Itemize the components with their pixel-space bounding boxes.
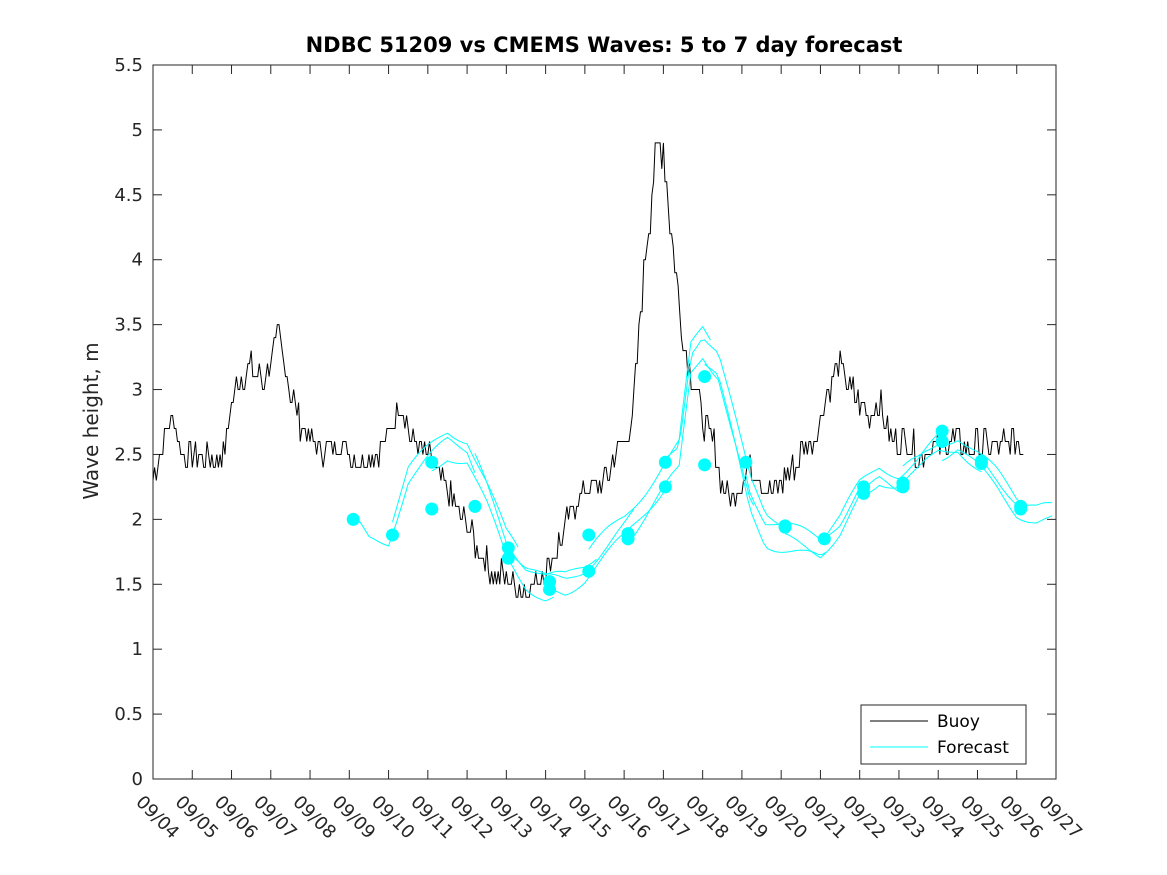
y-tick-label: 0: [132, 769, 143, 790]
forecast-marker: [425, 455, 439, 469]
forecast-marker: [425, 502, 439, 516]
forecast-marker: [698, 370, 712, 384]
forecast-line: [704, 363, 827, 556]
legend-box: [860, 704, 1027, 765]
forecast-line: [588, 325, 711, 550]
forecast-line: [507, 508, 635, 579]
y-tick-label: 5.5: [114, 55, 143, 76]
legend: Buoy Forecast: [860, 704, 1027, 765]
y-tick-label: 2.5: [114, 444, 143, 465]
forecast-marker: [658, 480, 672, 494]
series-group: [152, 142, 1053, 602]
forecast-marker: [346, 512, 360, 526]
forecast-marker: [935, 434, 949, 448]
y-tick-label: 1: [132, 639, 143, 660]
y-tick-label: 5: [132, 120, 143, 141]
forecast-line: [392, 432, 519, 548]
y-tick-label: 2: [132, 509, 143, 530]
forecast-marker: [778, 519, 792, 533]
forecast-marker: [501, 551, 515, 565]
forecast-marker: [974, 454, 988, 468]
forecast-line: [665, 339, 788, 529]
y-tick-label: 1.5: [114, 574, 143, 595]
legend-buoy-label: Buoy: [937, 712, 980, 732]
y-axis-label: Wave height, m: [79, 342, 103, 499]
forecast-line: [863, 449, 982, 497]
buoy-line: [152, 142, 1024, 598]
y-tick-label: 4.5: [114, 185, 143, 206]
forecast-marker: [935, 424, 949, 438]
forecast-marker: [658, 455, 672, 469]
legend-forecast-label: Forecast: [937, 738, 1009, 758]
forecast-marker: [385, 528, 399, 542]
forecast-marker: [857, 480, 871, 494]
forecast-marker: [1014, 499, 1028, 513]
chart-title: NDBC 51209 vs CMEMS Waves: 5 to 7 day fo…: [306, 33, 903, 57]
forecast-marker: [698, 458, 712, 472]
forecast-marker: [621, 527, 635, 541]
y-tick-label: 3.5: [114, 315, 143, 336]
forecast-marker: [582, 528, 596, 542]
y-tick-label: 4: [132, 250, 143, 271]
forecast-marker: [739, 455, 753, 469]
y-tick-label: 0.5: [114, 704, 143, 725]
forecast-marker: [817, 532, 831, 546]
forecast-line: [902, 440, 1022, 504]
forecast-line: [823, 432, 943, 539]
forecast-marker: [501, 541, 515, 555]
forecast-line: [941, 449, 1053, 524]
forecast-line: [474, 453, 597, 576]
forecast-line: [784, 475, 904, 559]
forecast-line: [431, 460, 554, 602]
forecast-marker: [543, 575, 557, 589]
plot-frame: [152, 64, 1057, 780]
y-tick-label: 3: [132, 380, 143, 401]
forecast-marker: [582, 564, 596, 578]
forecast-line: [745, 474, 861, 541]
forecast-marker: [896, 476, 910, 490]
forecast-line: [352, 436, 476, 547]
forecast-marker: [468, 499, 482, 513]
